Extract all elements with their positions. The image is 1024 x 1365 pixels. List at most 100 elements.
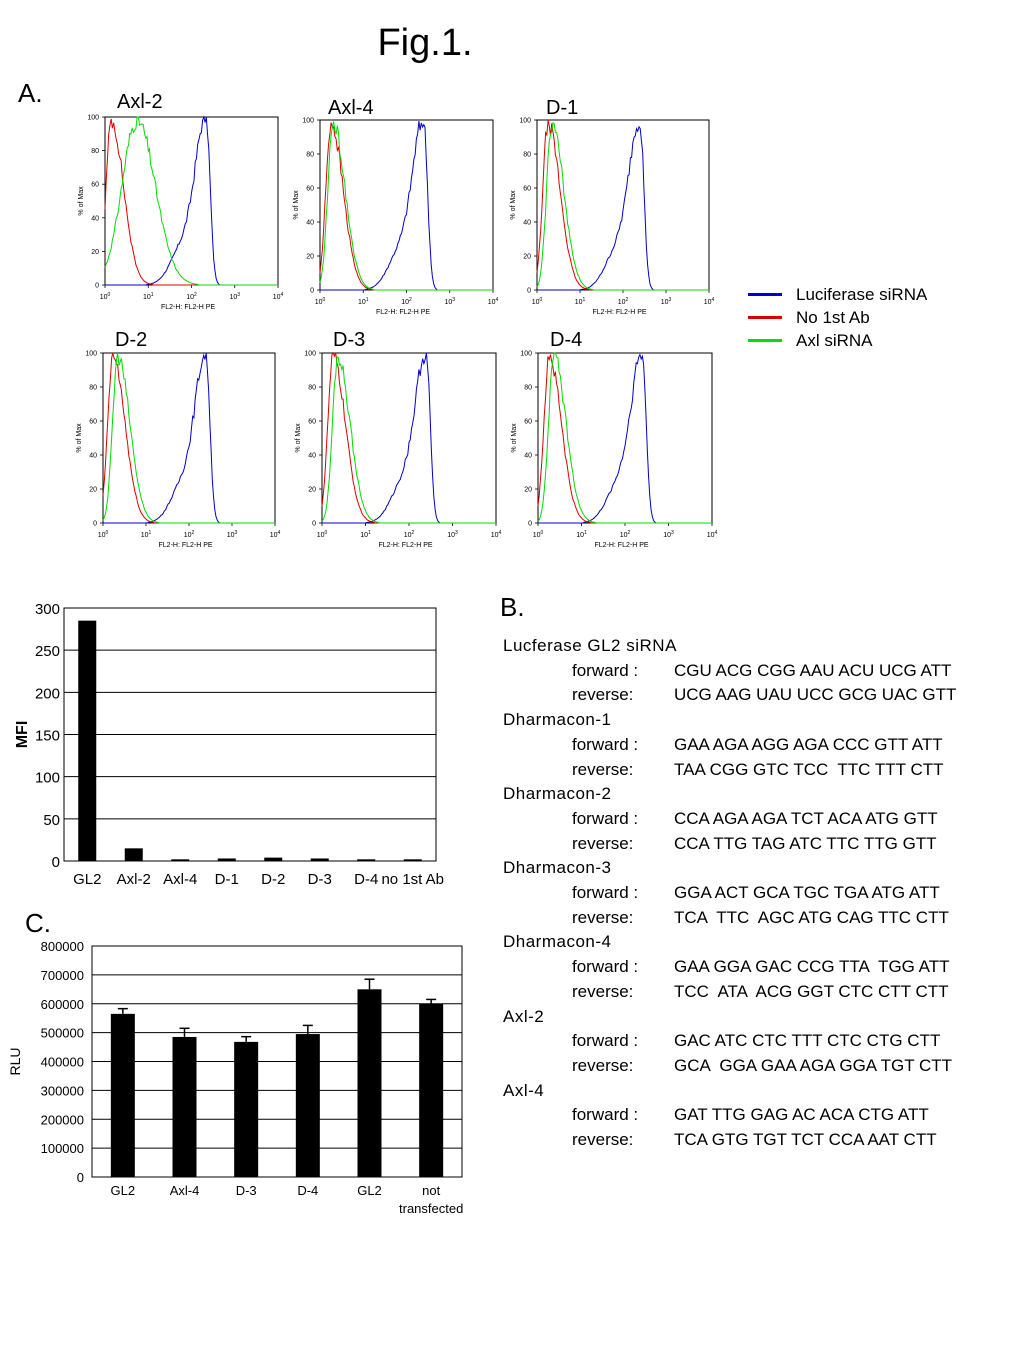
histogram-curve	[321, 356, 496, 524]
bar-gl2	[357, 989, 382, 1177]
y-tick-label: 80	[524, 385, 532, 392]
x-tick-label: 104	[273, 292, 284, 301]
x-tick-label: D-1	[215, 871, 239, 888]
y-tick-label: 40	[306, 220, 314, 227]
y-tick-label: 80	[523, 152, 531, 159]
primer-forward-line: forward : GGA ACT GCA TGC TGA ATG ATT	[503, 881, 956, 906]
bar-axl-4	[171, 859, 190, 861]
y-tick-label: 60	[91, 182, 99, 189]
y-tick-label: 50	[43, 812, 60, 829]
y-tick-label: 100	[85, 351, 97, 358]
primer-direction-label: reverse:	[572, 759, 634, 779]
y-tick-label: 40	[89, 453, 97, 460]
legend-swatch-blue	[748, 293, 782, 296]
y-tick-label: 100	[304, 351, 316, 358]
legend-item-no-1st-ab: No 1st Ab	[748, 306, 927, 329]
histogram-legend: Luciferase siRNA No 1st Ab Axl siRNA	[748, 283, 927, 352]
x-tick-label: 102	[404, 530, 415, 539]
primer-direction-label: forward :	[572, 1105, 639, 1125]
y-tick-label: 60	[523, 186, 531, 193]
legend-label: No 1st Ab	[796, 307, 870, 327]
y-axis-label: % of Max	[76, 423, 83, 453]
y-tick-label: 300	[35, 601, 60, 618]
primer-direction-label: forward :	[572, 957, 639, 977]
panel-label-a: A.	[18, 78, 43, 108]
x-tick-exponent: 0	[108, 292, 111, 298]
y-tick-label: 100	[302, 118, 314, 125]
bar-gl2	[110, 1013, 135, 1177]
y-tick-label: 60	[524, 419, 532, 426]
histogram-title-d-4: D-4	[550, 329, 583, 351]
x-tick-label: 100	[317, 530, 328, 539]
x-tick-label: 102	[184, 530, 195, 539]
bar-gl2	[78, 620, 97, 861]
x-tick-label: D-3	[308, 871, 332, 888]
bar-no-1st-ab	[403, 859, 422, 861]
x-tick-label: 104	[488, 297, 499, 306]
primer-forward-line: forward : GAA GGA GAC CCG TTA TGG ATT	[503, 955, 956, 980]
x-tick-label: Axl-4	[163, 871, 197, 888]
x-tick-label: D-4	[354, 871, 378, 888]
x-tick-exponent: 1	[149, 530, 152, 536]
y-tick-label: 400000	[41, 1055, 84, 1070]
primer-sequence: GAC ATC CTC TTT CTC CTG CTT	[674, 1031, 941, 1051]
y-tick-label: 80	[91, 148, 99, 155]
bar-axl-4	[172, 1036, 197, 1177]
histogram-title-d-1: D-1	[546, 97, 579, 119]
y-tick-label: 600000	[41, 997, 84, 1012]
primer-reverse-line: reverse: TCA TTC AGC ATG CAG TTC CTT	[503, 906, 956, 931]
primer-sequence: UCG AAG UAU UCC GCG UAC GTT	[674, 685, 957, 705]
plot-area	[63, 607, 437, 862]
x-tick-label: Axl-2	[117, 871, 151, 888]
x-tick-exponent: 1	[151, 292, 154, 298]
x-axis-label: FL2-H: FL2-H PE	[159, 542, 213, 549]
primer-direction-label: reverse:	[572, 907, 634, 927]
x-axis-label: FL2-H: FL2-H PE	[594, 542, 648, 549]
histogram-title-axl-4: Axl-4	[328, 97, 374, 119]
y-tick-label: 20	[523, 254, 531, 261]
bar-axl-2	[124, 848, 143, 861]
x-axis-label: FL2-H: FL2-H PE	[161, 304, 215, 311]
x-tick-label: no 1st Ab	[381, 871, 444, 888]
x-tick-label: 103	[663, 530, 674, 539]
y-tick-label: 200	[35, 685, 60, 702]
y-tick-label: 0	[77, 1170, 84, 1185]
x-tick-label: Axl-4	[170, 1183, 200, 1198]
bar-d-3	[310, 858, 329, 861]
primer-forward-line: forward : GAC ATC CTC TTT CTC CTG CTT	[503, 1029, 956, 1054]
y-tick-label: 100	[87, 115, 99, 122]
histogram-title-d-2: D-2	[115, 329, 148, 351]
y-tick-label: 800000	[41, 939, 84, 954]
y-tick-label: 0	[528, 521, 532, 528]
y-axis-label: RLU	[7, 1047, 23, 1075]
primer-direction-label: reverse:	[572, 1130, 634, 1150]
y-tick-label: 500000	[41, 1026, 84, 1041]
x-tick-label: 103	[229, 292, 240, 301]
histogram-title-axl-2: Axl-2	[117, 91, 163, 113]
primer-group-name: Axl-4	[503, 1080, 545, 1100]
primer-sequence: GCA GGA GAA AGA GGA TGT CTT	[674, 1055, 953, 1075]
y-tick-label: 60	[89, 419, 97, 426]
y-tick-label: 40	[308, 453, 316, 460]
x-tick-exponent: 0	[325, 530, 328, 536]
primer-reverse-line: reverse: TAA CGG GTC TCC TTC TTT CTT	[503, 758, 956, 783]
primer-group-name: Dharmacon-3	[503, 858, 612, 878]
y-tick-label: 0	[312, 521, 316, 528]
y-tick-label: 40	[523, 220, 531, 227]
y-tick-label: 80	[308, 385, 316, 392]
x-tick-exponent: 1	[584, 530, 587, 536]
y-tick-label: 80	[306, 152, 314, 159]
primer-sequence: TCC ATA ACG GGT CTC CTT CTT	[674, 981, 949, 1001]
x-tick-label-line2: transfected	[399, 1201, 463, 1216]
mfi-chart-group: 0 50 100 150 200 250 300 GL2 Axl-2 Axl-4 D-1 D-2 D-3…	[14, 601, 444, 888]
x-tick-exponent: 3	[237, 292, 240, 298]
x-tick-exponent: 4	[712, 297, 715, 303]
y-tick-label: 60	[306, 186, 314, 193]
x-tick-label: 103	[227, 530, 238, 539]
primer-group-name: Lucferase GL2 siRNA	[503, 636, 677, 655]
x-tick-exponent: 3	[452, 297, 455, 303]
plot-area	[91, 945, 463, 1178]
